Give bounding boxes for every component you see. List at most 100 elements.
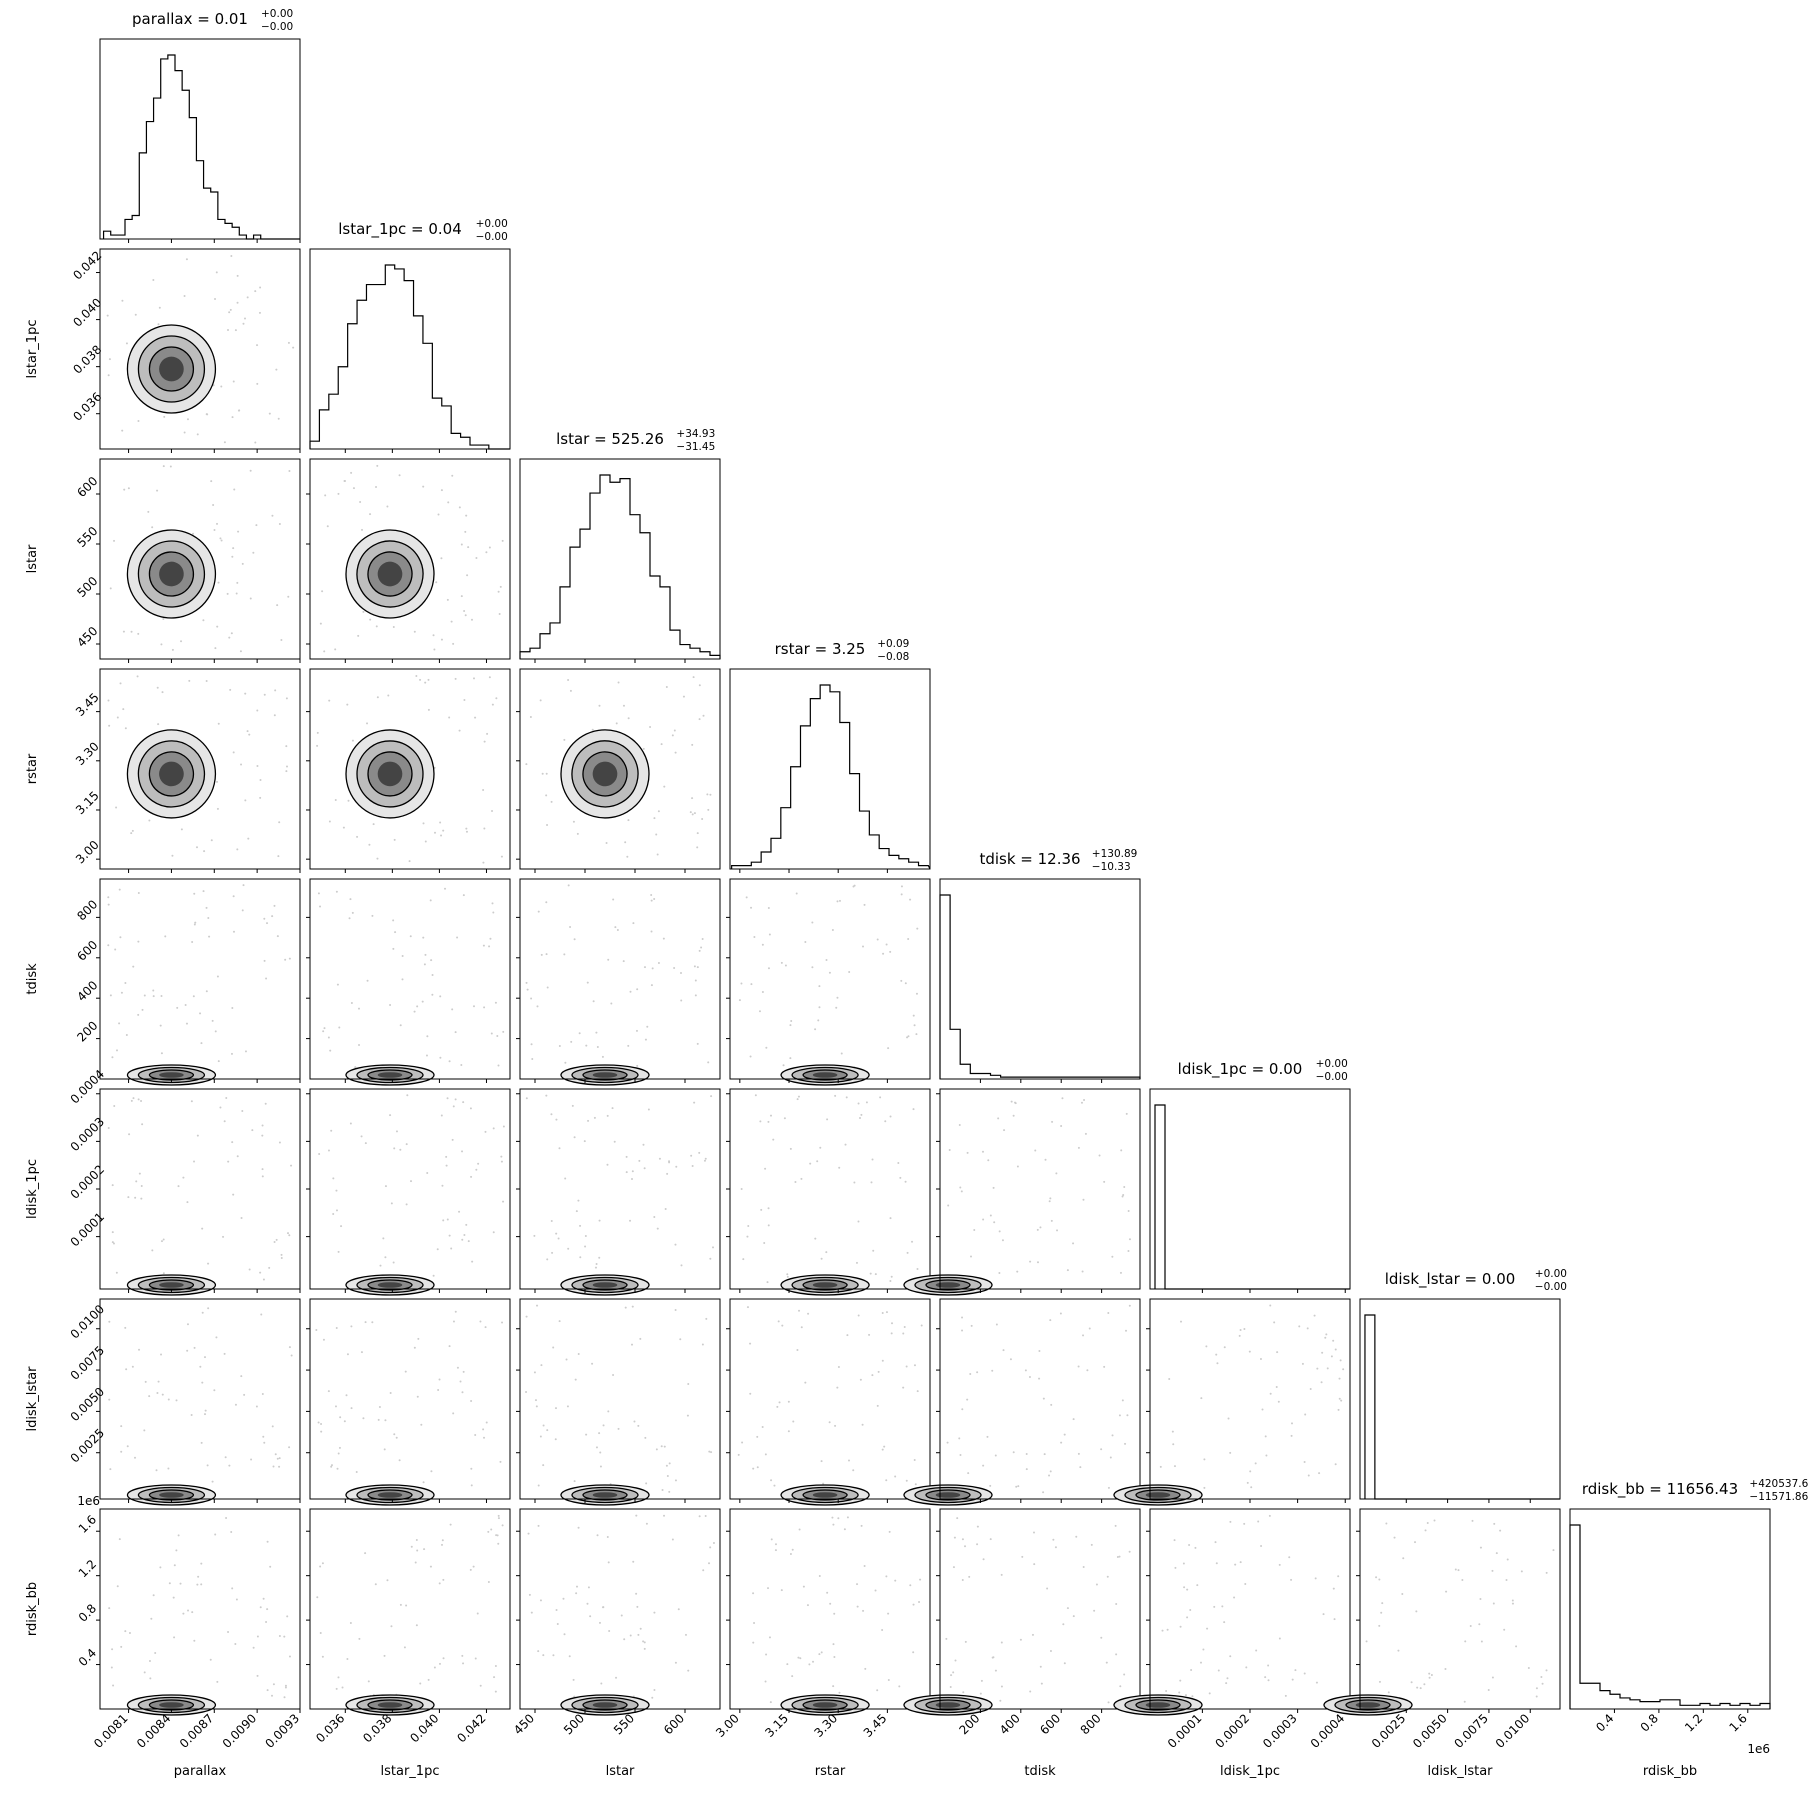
- sample-point: [586, 981, 589, 984]
- sample-point: [316, 1596, 319, 1599]
- sample-point: [585, 1044, 588, 1047]
- sample-point: [252, 1646, 255, 1649]
- sample-point: [426, 1035, 429, 1038]
- sample-point: [285, 697, 288, 700]
- sample-point: [200, 1042, 203, 1045]
- sample-point: [1044, 1158, 1047, 1161]
- sample-point: [375, 486, 378, 489]
- sample-point: [804, 941, 807, 944]
- sample-point: [956, 1517, 959, 1520]
- sample-point: [371, 914, 374, 917]
- sample-point: [1471, 1519, 1474, 1522]
- sample-point: [546, 1258, 549, 1261]
- sample-point: [1125, 1112, 1128, 1115]
- sample-point: [479, 1684, 482, 1687]
- sample-point: [636, 1064, 639, 1067]
- sample-point: [107, 944, 110, 947]
- sample-point: [794, 1181, 797, 1183]
- sample-point: [1423, 1683, 1426, 1686]
- sample-point: [250, 1458, 253, 1461]
- sample-point: [122, 708, 125, 711]
- sample-point: [288, 1655, 291, 1658]
- sample-point: [1123, 1185, 1126, 1188]
- sample-point: [704, 1515, 707, 1518]
- sample-point: [1049, 1470, 1052, 1473]
- sample-point: [1469, 1624, 1472, 1627]
- sample-point: [1479, 1546, 1482, 1549]
- sample-point: [1225, 1682, 1228, 1685]
- x-tick-label: 0.0025: [1369, 1711, 1409, 1751]
- sample-point: [558, 1320, 561, 1323]
- sample-point: [162, 617, 165, 620]
- sample-point: [349, 1622, 352, 1625]
- sample-point: [494, 1690, 497, 1693]
- sample-point: [905, 1365, 908, 1368]
- sample-point: [1179, 1679, 1182, 1682]
- sample-point: [663, 1445, 666, 1448]
- sample-point: [1267, 1664, 1270, 1667]
- sample-point: [1059, 1312, 1062, 1315]
- sample-point: [448, 1345, 451, 1348]
- sample-point: [577, 1526, 580, 1529]
- sample-point: [280, 1253, 283, 1256]
- sample-point: [1049, 1650, 1052, 1653]
- sample-point: [326, 525, 329, 528]
- sample-point: [1180, 1320, 1183, 1323]
- sample-point: [1454, 1568, 1457, 1571]
- sample-point: [529, 716, 532, 719]
- sample-point: [278, 1141, 281, 1144]
- sample-point: [998, 1230, 1001, 1233]
- sample-point: [231, 1141, 234, 1144]
- title-lower-error-tdisk: −10.33: [1092, 861, 1131, 873]
- sample-point: [1330, 1355, 1333, 1358]
- sample-point: [173, 1564, 176, 1567]
- sample-point: [1062, 1623, 1065, 1626]
- sample-point: [236, 1155, 239, 1158]
- sample-point: [653, 817, 656, 820]
- x-axis-label-parallax: parallax: [174, 1764, 227, 1779]
- sample-point: [1273, 1321, 1276, 1324]
- sample-point: [463, 698, 466, 701]
- sample-point: [746, 1306, 749, 1309]
- sample-point: [577, 1199, 580, 1202]
- sample-point: [200, 1562, 203, 1565]
- sample-point: [1410, 1681, 1413, 1684]
- panel-frame: [309, 878, 511, 1080]
- sample-point: [525, 1315, 528, 1318]
- sample-point: [606, 1114, 609, 1117]
- density-panel-tdisk-ldisk_1pc: [903, 1088, 1141, 1296]
- sample-point: [472, 1005, 475, 1008]
- panel-frame: [309, 668, 511, 870]
- sample-point: [624, 1306, 627, 1309]
- sample-point: [1298, 1325, 1301, 1328]
- sample-point: [531, 1058, 534, 1061]
- sample-point: [536, 1005, 539, 1008]
- sample-point: [1100, 1448, 1103, 1451]
- sample-point: [778, 1401, 781, 1404]
- sample-point: [389, 1003, 392, 1006]
- sample-point: [474, 1657, 477, 1660]
- panel-frame: [1569, 1508, 1771, 1710]
- x-tick-label: 3.45: [861, 1711, 890, 1740]
- sample-point: [1245, 1666, 1248, 1669]
- density-panel-lstar-ldisk_lstar: [516, 1298, 721, 1506]
- sample-point: [196, 1583, 199, 1586]
- sample-point: [446, 598, 449, 601]
- sample-point: [256, 1674, 259, 1677]
- sample-point: [791, 1548, 794, 1551]
- panel-frame: [1359, 1298, 1561, 1500]
- sample-point: [452, 1105, 455, 1108]
- y-tick-label: 0.0050: [68, 1385, 108, 1425]
- sample-point: [857, 1220, 860, 1223]
- sample-point: [1126, 1414, 1129, 1417]
- y-tick-label: 0.0100: [68, 1302, 108, 1342]
- sample-point: [656, 1227, 659, 1230]
- sample-point: [202, 619, 205, 622]
- sample-point: [686, 1414, 689, 1417]
- x-tick-label: 0.0090: [220, 1711, 260, 1751]
- sample-point: [777, 1320, 780, 1323]
- sample-point: [219, 537, 222, 540]
- sample-point: [494, 1001, 497, 1004]
- density-contour: [812, 1072, 838, 1078]
- sample-point: [564, 1061, 567, 1064]
